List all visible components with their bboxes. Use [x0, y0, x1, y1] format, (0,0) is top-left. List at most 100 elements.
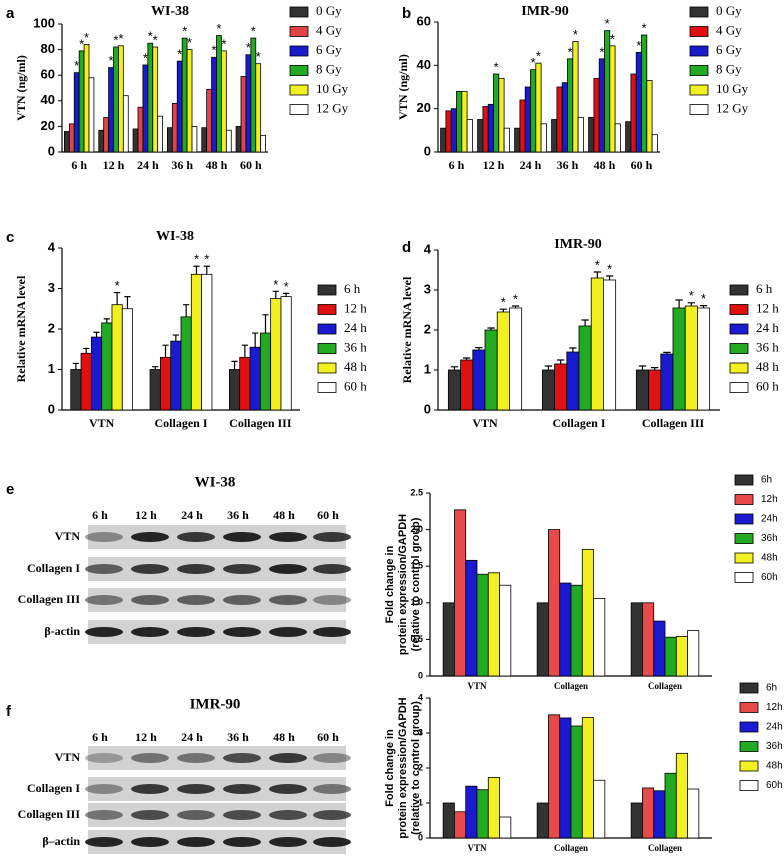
blot-title: WI-38 [195, 474, 236, 490]
error-bar [152, 366, 159, 370]
y-tick-label: 20 [41, 118, 55, 133]
row-label: β–actin [42, 834, 80, 848]
legend-label: 36h [766, 741, 783, 752]
error-bar [193, 265, 200, 275]
bar [440, 127, 447, 153]
y-axis-label: VTN (ng/ml) [14, 55, 28, 121]
blot-strip [88, 525, 346, 549]
y-tick-label: 2 [418, 762, 423, 772]
bar [499, 816, 512, 839]
significance-star: * [284, 279, 289, 294]
x-tick-label: 24 h [137, 158, 159, 172]
blot-band [313, 532, 351, 542]
legend-label: 48h [761, 553, 778, 564]
bar [498, 77, 505, 153]
error-bar [252, 332, 259, 348]
legend-swatch [734, 552, 754, 564]
blot-band [85, 627, 123, 637]
significance-star: * [636, 38, 641, 53]
legend-label: 24 h [756, 320, 779, 335]
bar [78, 50, 85, 153]
y-axis-label: VTN (ng/ml) [396, 54, 410, 120]
y-tick-label: 60 [41, 67, 55, 82]
error-bar [262, 314, 269, 334]
bar [593, 77, 600, 153]
row-label: Collagen I [27, 781, 80, 795]
lane-label: 24 h [181, 508, 203, 522]
bar [675, 636, 688, 677]
x-tick-label: Collagen [554, 681, 588, 691]
bar [499, 584, 512, 677]
y-tick-label: 4 [48, 239, 56, 254]
legend-swatch [289, 6, 309, 18]
blot-band [269, 784, 307, 794]
blot-strip [88, 777, 346, 801]
bar [687, 788, 700, 839]
bar [570, 725, 583, 839]
bar [122, 95, 129, 153]
error-bar [72, 362, 79, 370]
significance-star: * [536, 49, 541, 64]
legend-label: 12 h [756, 300, 779, 315]
error-bar [569, 347, 577, 352]
bar [572, 41, 579, 153]
x-tick-label: VTN [472, 416, 498, 430]
bar [442, 602, 455, 677]
bar [559, 717, 572, 839]
legend-label: 6 Gy [716, 42, 742, 57]
bar [536, 802, 549, 839]
legend-swatch [317, 323, 337, 335]
legend-label: 0 Gy [716, 3, 742, 18]
bar [561, 82, 568, 153]
chart-title: IMR-90 [521, 4, 568, 19]
legend-label: 36 h [344, 339, 367, 354]
error-bar [172, 334, 179, 342]
significance-star: * [610, 31, 615, 46]
bar [570, 584, 583, 677]
bar [554, 363, 568, 411]
bar [477, 119, 484, 153]
blot-band [223, 564, 261, 574]
bar [487, 777, 500, 839]
legend-label: 48 h [756, 359, 779, 374]
error-bar [475, 347, 483, 350]
error-bar [463, 357, 471, 360]
bar [593, 598, 606, 677]
legend-swatch [729, 382, 749, 393]
bar [259, 332, 272, 411]
blot-band [85, 810, 123, 820]
bar [228, 369, 241, 411]
blot-band [269, 810, 307, 820]
legend-swatch [689, 104, 709, 115]
y-tick-label: 100 [33, 15, 55, 30]
blot-band [131, 627, 169, 637]
blot-band [269, 753, 307, 763]
bar [653, 790, 666, 839]
lane-label: 48 h [273, 730, 295, 744]
blot-band [177, 532, 215, 542]
bar [157, 115, 163, 153]
significance-star: * [642, 20, 647, 35]
legend-label: 24h [761, 514, 778, 525]
lane-label: 36 h [227, 508, 249, 522]
error-bar [544, 365, 553, 370]
error-bar [203, 265, 210, 275]
y-tick-label: 1 [424, 361, 431, 376]
blot-band [269, 837, 307, 847]
y-tick-label: 4 [424, 241, 432, 256]
significance-star: * [251, 24, 256, 39]
y-tick-label: 2.5 [410, 487, 423, 497]
blot-title: IMR-90 [190, 696, 241, 712]
bar [270, 298, 282, 411]
bar [83, 44, 90, 153]
x-tick-label: Collagen [648, 843, 682, 853]
blot-strip [88, 830, 346, 854]
error-bar [283, 292, 290, 297]
error-bar [231, 360, 238, 370]
y-axis-label: (relative to control group) [410, 517, 422, 651]
significance-star: * [216, 21, 221, 36]
y-tick-label: 1 [48, 361, 55, 376]
blot-band [85, 595, 123, 605]
x-tick-label: 6 h [449, 158, 465, 172]
blot-band [177, 595, 215, 605]
